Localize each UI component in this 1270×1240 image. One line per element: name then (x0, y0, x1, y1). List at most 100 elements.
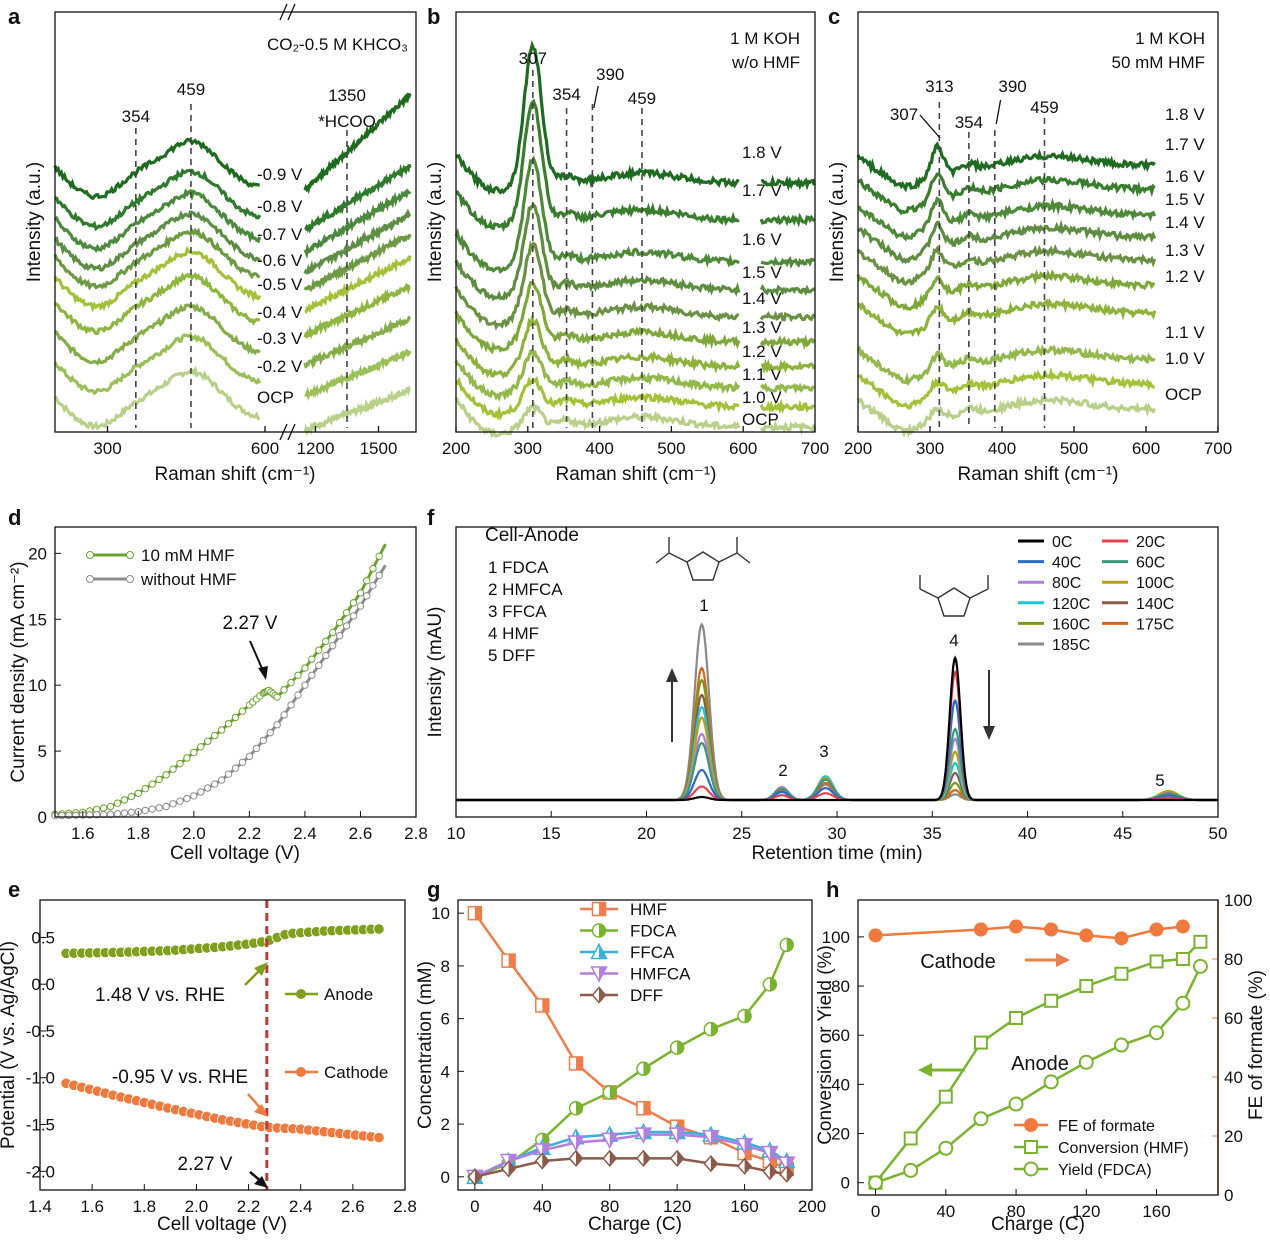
x-tick-label: 600 (729, 439, 757, 458)
series-marker-fill (576, 1056, 583, 1070)
y-tick-label-right: 80 (1224, 950, 1243, 969)
legend-label: FDCA (630, 922, 677, 941)
spectrum-trace (53, 365, 261, 431)
peak-label: 313 (925, 77, 953, 96)
spectrum-trace (454, 155, 741, 275)
series-marker (92, 810, 101, 819)
series-marker-fill (542, 1153, 549, 1169)
series-marker-fill (474, 906, 482, 920)
series-marker (155, 804, 163, 812)
y-tick-label: 0 (38, 808, 47, 827)
spectrum-trace (303, 208, 412, 275)
panel-d-frame (54, 526, 417, 818)
potential-label: -0.4 V (257, 303, 303, 322)
spectrum-trace (454, 396, 741, 439)
legend-label: 60C (1136, 555, 1165, 572)
spectrum-trace (856, 395, 1157, 439)
x-tick-label: 1.8 (126, 824, 150, 843)
x-tick-label: 2.4 (293, 824, 317, 843)
potential-label: OCP (257, 388, 294, 407)
series-marker (148, 805, 156, 813)
series-marker (183, 794, 191, 803)
series-marker-fill (677, 1120, 684, 1134)
spectrum-trace (761, 358, 816, 375)
series-marker (322, 637, 330, 646)
series-marker-fill (786, 1157, 795, 1172)
series-marker (273, 721, 281, 729)
series-marker (335, 618, 344, 627)
y-tick-label: 0 (441, 1168, 450, 1187)
series-marker-fill (599, 902, 606, 916)
peak-label: 459 (1030, 98, 1058, 117)
legend-label: FE of formate (1058, 1118, 1155, 1135)
potential-label: 1.6 V (742, 230, 782, 249)
y-tick-label: 10 (28, 676, 47, 695)
panel-c: c OCP 1.0 V 1.1 V 1.2 V 1.3 V 1.4 V 1.5 V 1.6 V 1… (827, 4, 1232, 485)
series-marker (106, 802, 115, 811)
chart-subtitle: w/o HMF (731, 53, 800, 72)
chromatogram-trace (456, 678, 1218, 802)
series-marker (1175, 919, 1190, 934)
panel-letter: e (8, 877, 20, 902)
series-marker (113, 810, 122, 818)
series-marker-fill (609, 1133, 618, 1148)
panel-d: d 1.6 1.8 2.0 2.2 2.4 2.6 2.8 0 5 10 15 20 Cell volta… (8, 505, 428, 864)
panel-a: a OCP -0.2 V -0.3 V -0.4 V -0.5 V -0.6 V -0.7 V… (8, 3, 412, 485)
legend-label: 140C (1136, 596, 1174, 613)
y-tick-label: 0.0 (31, 975, 55, 994)
x-tick-label: 20 (637, 824, 656, 843)
series-marker (973, 922, 988, 937)
series-marker-fill (643, 1150, 650, 1166)
x-tick-label: 0 (871, 1202, 880, 1221)
series-marker (1079, 928, 1094, 943)
series-marker (231, 713, 240, 722)
peak-number: 2 (778, 761, 787, 780)
chromatogram-trace (456, 693, 1218, 802)
x-tick-label: 25 (732, 824, 751, 843)
x-tick-label: 700 (1204, 439, 1232, 458)
series-marker (252, 744, 261, 753)
y-axis-label: Potential (V vs. Ag/AgCl) (0, 941, 19, 1149)
legend-label: Conversion (HMF) (1058, 1140, 1189, 1157)
spectrum-trace (303, 282, 411, 340)
legend-label: 10 mM HMF (141, 546, 235, 565)
series-marker-fill (744, 1138, 753, 1153)
panel-g-frame (457, 899, 813, 1191)
y-axis-label: Concentration (mM) (415, 961, 436, 1129)
x-tick-label: 1.4 (28, 1197, 52, 1216)
x-tick-label: 2.2 (238, 824, 262, 843)
series-marker-fill (508, 1154, 517, 1169)
series-marker (1008, 1096, 1024, 1112)
spectrum-trace (454, 314, 741, 379)
legend-marker (86, 575, 94, 583)
peak-number: 3 (819, 742, 828, 761)
series-marker (335, 632, 344, 640)
series-marker-fill (769, 1154, 777, 1168)
spectrum-trace (856, 219, 1157, 265)
series-marker-fill (769, 1164, 777, 1180)
y-tick-label: 60 (831, 1026, 850, 1045)
potential-label: 1.0 V (742, 388, 782, 407)
spectrum-trace (304, 348, 412, 402)
series-marker (280, 686, 288, 694)
spectrum-trace (54, 302, 261, 366)
panel-c-frame (857, 11, 1219, 433)
chart-title: CO₂-0.5 M KHCO₃ (267, 35, 408, 54)
bond (718, 552, 738, 563)
series-marker (938, 1140, 954, 1156)
x-tick-label: 35 (923, 824, 942, 843)
peak-number: 1 (699, 596, 708, 615)
series-marker (197, 788, 205, 796)
series-marker-fill (643, 1101, 650, 1115)
potential-label: -0.9 V (257, 165, 303, 184)
spectrum-trace (760, 256, 816, 269)
y-tick-label: 40 (831, 1075, 850, 1094)
spectrum-trace (304, 255, 412, 314)
spectrum-trace (455, 98, 740, 233)
chart-title: 1 M KOH (1135, 29, 1205, 48)
compound-label: 5 DFF (488, 646, 535, 665)
x-tick-label: 200 (442, 439, 470, 458)
series-marker (287, 701, 295, 709)
y-tick-label-right: 60 (1224, 1009, 1243, 1028)
series-marker (217, 776, 226, 784)
